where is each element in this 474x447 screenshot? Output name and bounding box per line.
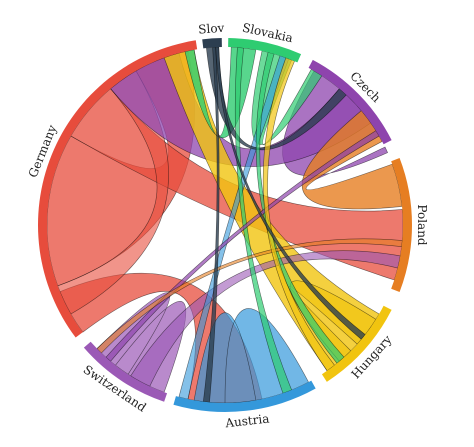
chord-ribbon[interactable]: [96, 238, 403, 354]
group-label-austria: Austria: [224, 411, 270, 430]
group-arc-slov[interactable]: [202, 38, 222, 49]
group-arc-switzerland[interactable]: [83, 341, 168, 402]
ribbon-layer: [46, 46, 404, 404]
group-arc-germany[interactable]: [38, 40, 198, 338]
group-arc-czech[interactable]: [308, 59, 392, 145]
group-label-slov: Slov: [198, 21, 225, 37]
group-arc-hungary[interactable]: [321, 305, 392, 382]
group-arc-slovakia[interactable]: [228, 38, 302, 63]
arc-layer: [38, 38, 412, 413]
group-arc-austria[interactable]: [173, 380, 316, 413]
group-label-poland: Poland: [415, 204, 429, 246]
group-arc-poland[interactable]: [391, 157, 412, 293]
